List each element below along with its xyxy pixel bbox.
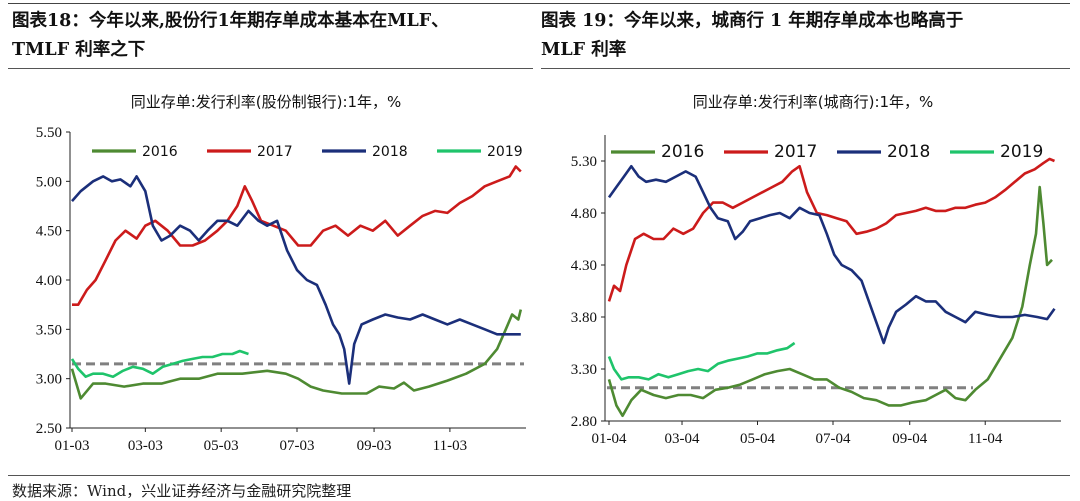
x-tick-label: 09-03	[357, 438, 392, 454]
y-tick-label: 3.00	[36, 372, 62, 388]
series-line-2016	[70, 309, 523, 400]
x-tick-label: 05-03	[204, 438, 239, 454]
x-tick-label: 03-03	[128, 438, 163, 454]
x-tick-label: 11-04	[968, 431, 1003, 447]
series-line-2019	[70, 349, 249, 379]
legend-label-2017: 2017	[257, 144, 293, 160]
figure-title-left-line2: TMLF 利率之下	[12, 40, 146, 60]
title-rule-right	[541, 68, 1070, 69]
x-tick-label: 01-03	[55, 438, 90, 454]
bottom-rule	[8, 475, 1070, 476]
series-line-2017	[72, 165, 522, 306]
legend-label-2019: 2019	[1000, 142, 1043, 162]
figure-title-right-line2: MLF 利率	[541, 40, 627, 60]
chart-svg-right: 同业存单:发行利率(城商行):1年，% 5.30 4.80 4.30 3.80 3.30 2…	[571, 93, 1061, 447]
y-tick-label: 4.80	[571, 206, 597, 222]
series-line-2019	[607, 341, 796, 381]
series-line-2018	[607, 164, 1056, 345]
y-tick-label: 3.50	[36, 322, 62, 338]
legend-label-2016: 2016	[661, 142, 704, 162]
top-rule	[8, 3, 1070, 4]
title-rule-left	[8, 68, 533, 69]
chart-svg-left: 同业存单:发行利率(股份制银行):1年，% 5.50 5.00 4.50 4.00 3.5…	[36, 93, 526, 454]
legend-label-2016: 2016	[142, 144, 178, 160]
x-tick-label: 03-04	[665, 431, 700, 447]
figure-title-right: 图表 19：今年以来，城商行 1 年期存单成本也略高于 MLF 利率	[541, 7, 963, 65]
y-tick-label: 4.30	[571, 258, 597, 274]
chart-title: 同业存单:发行利率(股份制银行):1年，%	[131, 93, 402, 111]
x-tick-label: 07-03	[280, 438, 315, 454]
x-tick-label: 05-04	[740, 431, 775, 447]
series-line-2016	[607, 185, 1053, 418]
y-tick-label: 2.80	[571, 414, 597, 430]
y-tick-label: 2.50	[36, 421, 62, 437]
legend-label-2019: 2019	[487, 144, 523, 160]
legend-label-2018: 2018	[372, 144, 408, 160]
y-tick-label: 5.00	[36, 174, 62, 190]
y-tick-label: 5.30	[571, 154, 597, 170]
y-tick-label: 4.00	[36, 273, 62, 289]
series-line-2018	[71, 175, 521, 385]
y-tick-label: 4.50	[36, 224, 62, 240]
source-note: 数据来源：Wind，兴业证券经济与金融研究院整理	[12, 482, 352, 500]
legend-label-2018: 2018	[887, 142, 930, 162]
y-tick-label: 3.80	[571, 310, 597, 326]
figure-title-right-line1: 图表 19：今年以来，城商行 1 年期存单成本也略高于	[541, 11, 964, 31]
x-tick-label: 01-04	[592, 431, 627, 447]
figure-title-left: 图表18：今年以来,股份行1年期存单成本基本在MLF、 TMLF 利率之下	[12, 7, 449, 65]
series-line-2017	[607, 157, 1056, 302]
chart-joint-stock-banks: 同业存单:发行利率(股份制银行):1年，% 5.50 5.00 4.50 4.00 3.5…	[8, 72, 533, 472]
y-tick-label: 3.30	[571, 362, 597, 378]
chart-title: 同业存单:发行利率(城商行):1年，%	[693, 93, 934, 111]
x-tick-label: 07-04	[816, 431, 851, 447]
y-tick-label: 5.50	[36, 125, 62, 141]
figure-title-left-line1: 图表18：今年以来,股份行1年期存单成本基本在MLF、	[12, 11, 449, 31]
legend-label-2017: 2017	[774, 142, 817, 162]
chart-city-commercial-banks: 同业存单:发行利率(城商行):1年，% 5.30 4.80 4.30 3.80 3.30 2…	[541, 72, 1070, 472]
x-tick-label: 11-03	[433, 438, 467, 454]
x-tick-label: 09-04	[892, 431, 927, 447]
